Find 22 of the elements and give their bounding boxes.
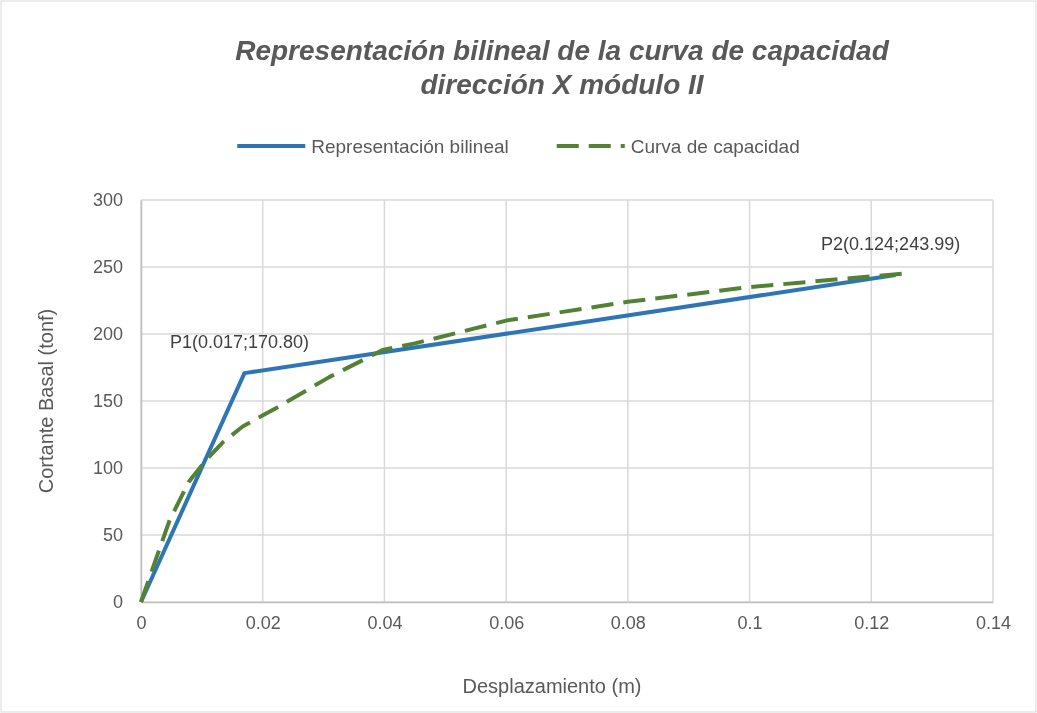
x-tick-label: 0.08 bbox=[610, 612, 646, 633]
y-axis-title: Cortante Basal (tonf) bbox=[35, 308, 57, 494]
y-tick-label: 50 bbox=[102, 525, 123, 546]
y-tick-label: 300 bbox=[92, 190, 123, 211]
annotation: P2(0.124;243.99) bbox=[821, 234, 961, 255]
x-tick-label: 0.02 bbox=[245, 612, 281, 633]
legend-label: Curva de capacidad bbox=[630, 136, 800, 157]
x-axis-title: Desplazamiento (m) bbox=[462, 675, 642, 697]
y-tick-label: 100 bbox=[92, 458, 123, 479]
legend-label: Representación bilineal bbox=[311, 136, 509, 157]
x-tick-label: 0.14 bbox=[975, 612, 1012, 633]
x-tick-label: 0 bbox=[136, 612, 147, 633]
y-tick-label: 200 bbox=[92, 324, 123, 345]
y-tick-label: 150 bbox=[92, 391, 123, 412]
y-tick-label: 0 bbox=[112, 592, 123, 613]
x-tick-label: 0.1 bbox=[737, 612, 763, 633]
x-tick-label: 0.06 bbox=[489, 612, 525, 633]
annotation: P1(0.017;170.80) bbox=[169, 332, 310, 353]
x-tick-label: 0.04 bbox=[367, 612, 403, 633]
y-tick-label: 250 bbox=[92, 257, 123, 278]
x-tick-label: 0.12 bbox=[854, 612, 890, 633]
chart-title: Representación bilineal de la curva de capacidad dirección X módulo II bbox=[235, 35, 890, 100]
